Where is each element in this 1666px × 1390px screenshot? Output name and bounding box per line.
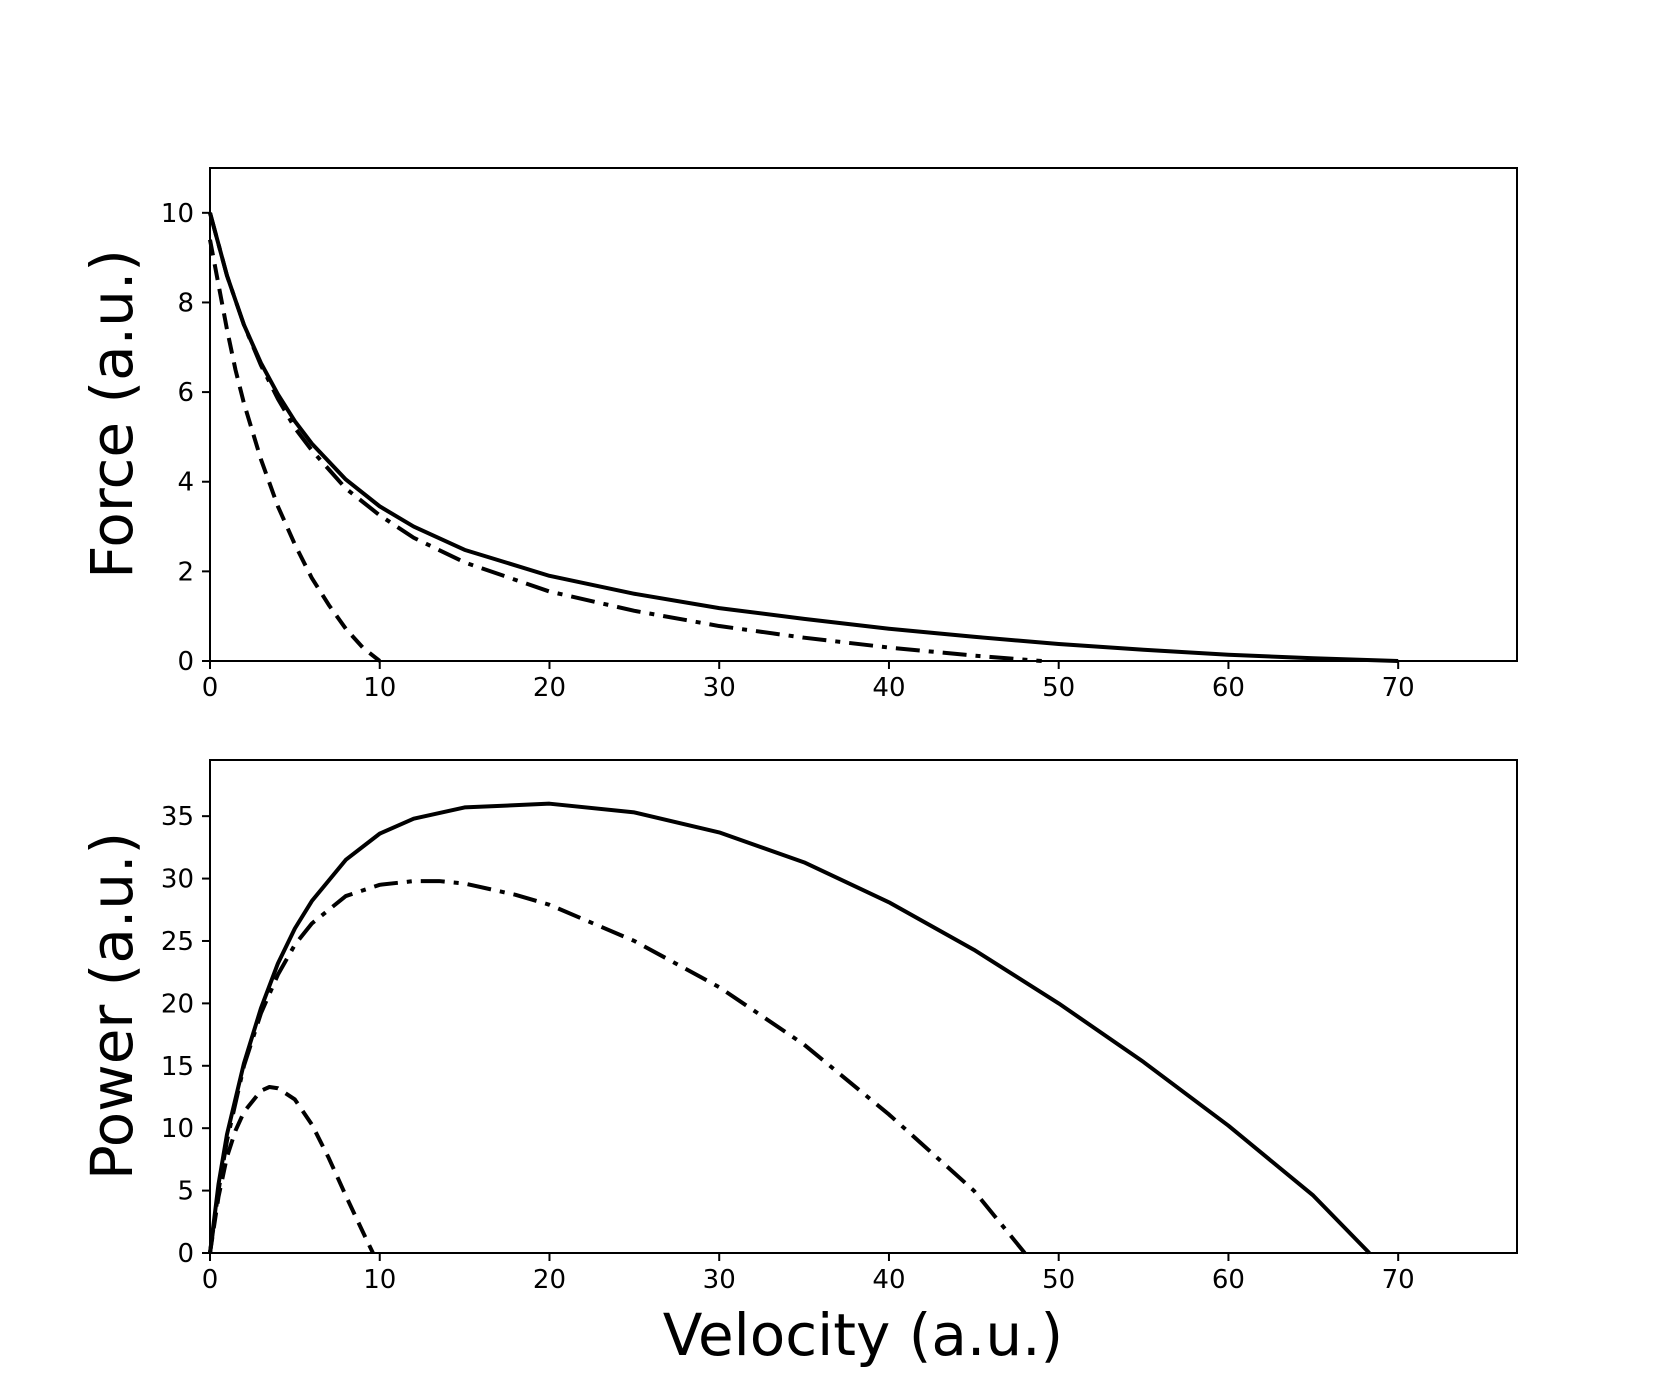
force-y-tick-label: 0 xyxy=(177,647,194,677)
power-x-tick-label: 20 xyxy=(533,1265,566,1295)
force-plot-frame xyxy=(209,167,1518,662)
power-y-tick-label: 10 xyxy=(161,1114,194,1144)
force-x-tick-label: 0 xyxy=(202,673,219,703)
force-x-tick-label: 10 xyxy=(363,673,396,703)
power-y-ticks: 0 5 10 15 20 25 30 35 xyxy=(161,802,210,1269)
power-plot-frame xyxy=(209,759,1518,1254)
power-plot-lines xyxy=(208,801,1371,1255)
force-x-ticks: 0 10 20 30 40 50 60 70 xyxy=(202,661,1415,703)
power-y-tick-label: 25 xyxy=(161,927,194,957)
power-y-tick-label: 0 xyxy=(177,1239,194,1269)
power-x-tick-label: 30 xyxy=(703,1265,736,1295)
force-x-tick-label: 20 xyxy=(533,673,566,703)
force-x-tick-label: 30 xyxy=(703,673,736,703)
force-plot-lines xyxy=(208,212,1399,663)
force-panel: 0 10 20 30 40 50 60 70 0 2 4 6 8 10 Force (a.u.) xyxy=(78,167,1518,703)
force-y-ticks: 0 2 4 6 8 10 xyxy=(161,199,210,677)
velocity-x-axis-title: Velocity (a.u.) xyxy=(663,1301,1063,1369)
force-y-tick-label: 6 xyxy=(177,378,194,408)
power-y-axis-title: Power (a.u.) xyxy=(78,832,146,1180)
force-series-dashed-line xyxy=(208,239,381,663)
force-x-tick-label: 40 xyxy=(872,673,905,703)
force-y-tick-label: 4 xyxy=(177,468,194,498)
power-y-tick-label: 5 xyxy=(177,1177,194,1207)
force-y-tick-label: 2 xyxy=(177,557,194,587)
force-x-tick-label: 60 xyxy=(1212,673,1245,703)
power-x-tick-label: 50 xyxy=(1042,1265,1075,1295)
power-y-tick-label: 15 xyxy=(161,1052,194,1082)
force-y-tick-label: 8 xyxy=(177,288,194,318)
power-series-solid-line xyxy=(208,801,1371,1255)
power-x-tick-label: 40 xyxy=(872,1265,905,1295)
force-x-tick-label: 50 xyxy=(1042,673,1075,703)
force-series-dashdot-line xyxy=(208,212,1042,663)
power-x-tick-label: 10 xyxy=(363,1265,396,1295)
force-series-solid-line xyxy=(208,212,1399,663)
power-series-dashdot-line xyxy=(208,879,1027,1255)
power-panel: 0 10 20 30 40 50 60 70 0 5 10 15 20 25 30 35 Power (a.… xyxy=(78,759,1518,1369)
power-x-tick-label: 60 xyxy=(1212,1265,1245,1295)
force-x-tick-label: 70 xyxy=(1382,673,1415,703)
power-series-dashed-line xyxy=(208,1085,375,1254)
power-y-tick-label: 30 xyxy=(161,865,194,895)
force-y-axis-title: Force (a.u.) xyxy=(78,249,146,579)
power-y-tick-label: 35 xyxy=(161,802,194,832)
power-x-ticks: 0 10 20 30 40 50 60 70 xyxy=(202,1253,1415,1295)
power-y-tick-label: 20 xyxy=(161,989,194,1019)
power-x-tick-label: 0 xyxy=(202,1265,219,1295)
power-x-tick-label: 70 xyxy=(1382,1265,1415,1295)
force-y-tick-label: 10 xyxy=(161,199,194,229)
